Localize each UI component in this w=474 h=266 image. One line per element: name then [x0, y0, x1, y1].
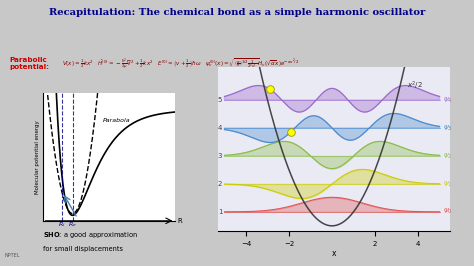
- Text: R: R: [177, 218, 182, 224]
- Text: 5: 5: [218, 97, 222, 103]
- Text: $\psi_{1}$: $\psi_{1}$: [443, 179, 452, 189]
- Text: 1: 1: [218, 209, 222, 215]
- Text: $R_e$: $R_e$: [68, 220, 77, 229]
- Text: Parabolic
potential:: Parabolic potential:: [9, 57, 49, 70]
- Text: NPTEL: NPTEL: [5, 253, 20, 258]
- Text: $\psi_{0}$: $\psi_{0}$: [443, 207, 452, 217]
- Text: 4: 4: [218, 125, 222, 131]
- Text: $\psi_{2}$: $\psi_{2}$: [443, 151, 452, 161]
- Text: $\psi_{3}$: $\psi_{3}$: [443, 123, 452, 132]
- Text: 2: 2: [218, 181, 222, 187]
- Y-axis label: Molecular potential energy: Molecular potential energy: [35, 120, 40, 194]
- Text: Recapitulation: The chemical bond as a simple harmonic oscillator: Recapitulation: The chemical bond as a s…: [49, 8, 425, 17]
- Text: $V(x)=\frac{1}{2}kx^2$   $\hat{H}^{(0)}=-\frac{\hbar^2}{2\mu}\nabla^2+\frac{1}{2: $V(x)=\frac{1}{2}kx^2$ $\hat{H}^{(0)}=-\…: [62, 57, 299, 71]
- Text: 3: 3: [218, 153, 222, 159]
- Text: $\psi_{4}$: $\psi_{4}$: [443, 95, 452, 105]
- Text: $\mathbf{SHO}$: a good approximation: $\mathbf{SHO}$: a good approximation: [43, 230, 137, 240]
- Text: Parabola: Parabola: [102, 118, 130, 123]
- Text: $R_i$: $R_i$: [58, 220, 66, 229]
- Text: for small displacements: for small displacements: [43, 246, 123, 252]
- Text: $x^2/2$: $x^2/2$: [407, 80, 423, 92]
- X-axis label: x: x: [332, 248, 337, 257]
